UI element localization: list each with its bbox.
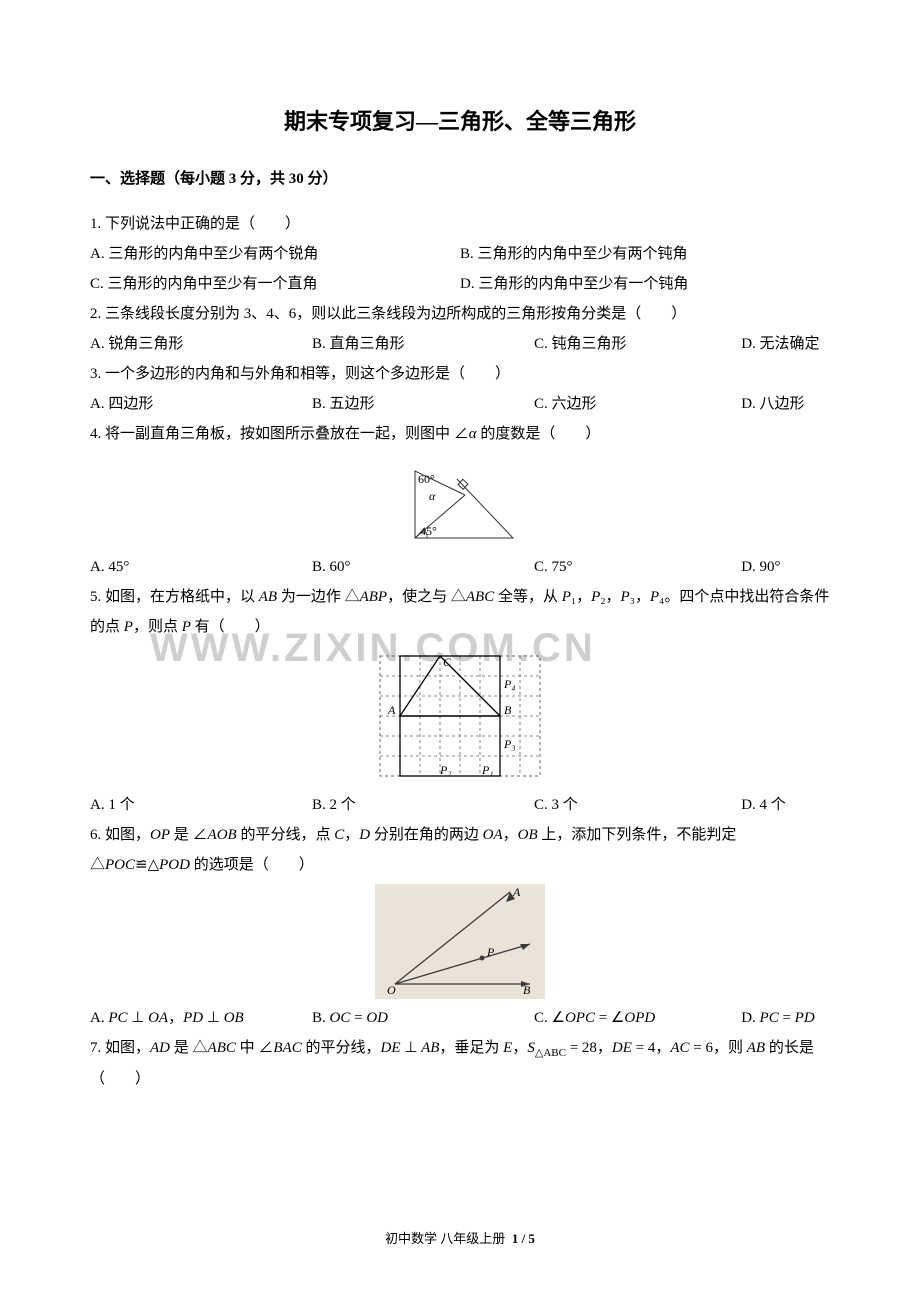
q4-label-alpha: α <box>429 489 436 503</box>
q5-choice-b: B. 2 个 <box>312 790 534 820</box>
q4-figure: 60° α 45° <box>385 453 535 548</box>
q5-stem: 5. 如图，在方格纸中，以 AB 为一边作 △ABP，使之与 △ABC 全等，从… <box>90 582 830 642</box>
svg-text:P₃: P₃ <box>503 737 516 751</box>
section-heading: 一、选择题（每小题 3 分，共 30 分） <box>90 164 830 194</box>
q5-choice-c: C. 3 个 <box>534 790 741 820</box>
q6-choice-d: D. PC = PD <box>741 1003 830 1033</box>
q3-choice-c: C. 六边形 <box>534 389 741 419</box>
q6-choice-a: A. PC ⊥ OA，PD ⊥ OB <box>90 1003 312 1033</box>
q2-choice-d: D. 无法确定 <box>741 329 830 359</box>
q5-choice-a: A. 1 个 <box>90 790 312 820</box>
q3-stem: 3. 一个多边形的内角和与外角和相等，则这个多边形是（ ） <box>90 359 830 389</box>
q4-label-60: 60° <box>418 472 435 486</box>
svg-text:P₂: P₂ <box>439 763 452 777</box>
q1-stem: 1. 下列说法中正确的是（ ） <box>90 209 830 239</box>
q1-choice-b: B. 三角形的内角中至少有两个钝角 <box>460 239 830 269</box>
q6-stem: 6. 如图，OP 是 ∠AOB 的平分线，点 C，D 分别在角的两边 OA，OB… <box>90 820 830 880</box>
page-footer: 初中数学 八年级上册 1 / 5 <box>0 1226 920 1252</box>
q4-stem-pre: 4. 将一副直角三角板，按如图所示叠放在一起，则图中 ∠ <box>90 426 469 442</box>
q3-choice-b: B. 五边形 <box>312 389 534 419</box>
q4-choice-c: C. 75° <box>534 552 741 582</box>
q6-choice-c: C. ∠OPC = ∠OPD <box>534 1003 741 1033</box>
q4-label-45: 45° <box>420 524 437 538</box>
page-title: 期末专项复习—三角形、全等三角形 <box>90 100 830 144</box>
q6-choice-b: B. OC = OD <box>312 1003 534 1033</box>
svg-text:A: A <box>512 885 521 899</box>
svg-text:C: C <box>443 655 452 669</box>
q5-choice-d: D. 4 个 <box>741 790 830 820</box>
q5-figure: C P₄ A B P₃ P₂ P₁ <box>370 646 550 786</box>
q3-choice-d: D. 八边形 <box>741 389 830 419</box>
svg-text:B: B <box>504 703 512 717</box>
q7-stem: 7. 如图，AD 是 △ABC 中 ∠BAC 的平分线，DE ⊥ AB，垂足为 … <box>90 1033 830 1094</box>
q4-stem-post: 的度数是（ ） <box>477 426 601 442</box>
q4-alpha: α <box>469 426 477 442</box>
svg-text:B: B <box>523 983 531 997</box>
q4-choice-a: A. 45° <box>90 552 312 582</box>
q4-choice-b: B. 60° <box>312 552 534 582</box>
q2-choice-a: A. 锐角三角形 <box>90 329 312 359</box>
q4-choice-d: D. 90° <box>741 552 830 582</box>
svg-text:O: O <box>387 983 396 997</box>
q2-choice-c: C. 钝角三角形 <box>534 329 741 359</box>
svg-text:P₄: P₄ <box>503 677 516 691</box>
q1-choice-d: D. 三角形的内角中至少有一个钝角 <box>460 269 830 299</box>
q3-choice-a: A. 四边形 <box>90 389 312 419</box>
q1-choice-a: A. 三角形的内角中至少有两个锐角 <box>90 239 460 269</box>
svg-text:P₁: P₁ <box>481 763 494 777</box>
q4-stem: 4. 将一副直角三角板，按如图所示叠放在一起，则图中 ∠α 的度数是（ ） <box>90 419 830 449</box>
q2-choice-b: B. 直角三角形 <box>312 329 534 359</box>
q2-stem: 2. 三条线段长度分别为 3、4、6，则以此三条线段为边所构成的三角形按角分类是… <box>90 299 830 329</box>
svg-text:A: A <box>387 703 396 717</box>
footer-page: 1 / 5 <box>512 1231 535 1246</box>
q1-choice-c: C. 三角形的内角中至少有一个直角 <box>90 269 460 299</box>
q6-figure: O A B P <box>375 884 545 999</box>
footer-left: 初中数学 八年级上册 <box>385 1231 505 1246</box>
svg-text:P: P <box>486 945 495 959</box>
